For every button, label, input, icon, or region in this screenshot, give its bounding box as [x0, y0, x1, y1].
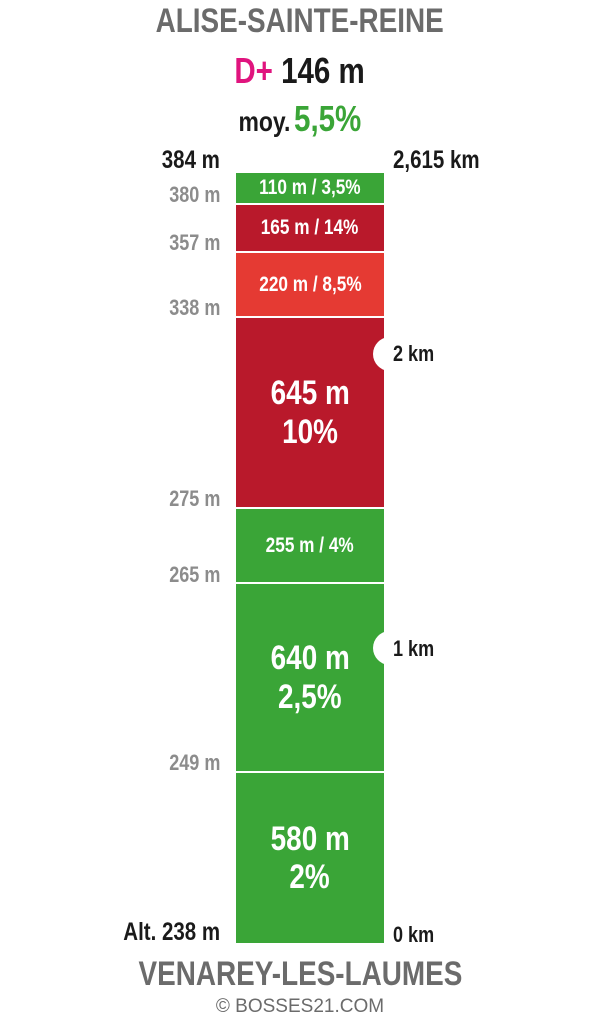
avg-value: 5,5% [294, 98, 362, 139]
altitude-265: 265 m [168, 562, 220, 587]
altitude-top: 384 m [161, 146, 220, 174]
avg-label: moy. [238, 106, 291, 137]
segment-divider [236, 771, 384, 773]
altitude-bottom: Alt. 238 m [123, 918, 220, 946]
segment-divider [236, 251, 384, 253]
km-notch-2 [373, 337, 397, 371]
altitude-275: 275 m [168, 486, 220, 511]
segment-4: 645 m 10% [236, 318, 384, 507]
copyright-credit: © BOSSES21.COM [215, 996, 385, 1017]
start-town-name: VENAREY-LES-LAUMES [138, 955, 462, 993]
km-notch-1 [373, 631, 397, 665]
distance-start: 0 km [393, 922, 435, 947]
distance-end: 2,615 km [393, 146, 480, 174]
segment-3: 220 m / 8,5% [236, 253, 384, 316]
altitude-338: 338 m [168, 295, 220, 320]
dplus-value: 146 m [281, 50, 366, 91]
segment-divider [236, 316, 384, 318]
altitude-380: 380 m [168, 182, 220, 207]
segment-divider [236, 582, 384, 584]
segment-divider [236, 203, 384, 205]
dplus-label: D+ [234, 50, 274, 91]
segment-divider [236, 507, 384, 509]
segment-5: 255 m / 4% [236, 509, 384, 582]
distance-1km: 1 km [393, 636, 435, 661]
segment-7: 580 m 2% [236, 773, 384, 943]
elevation-gain: D+ 146 m [0, 50, 600, 92]
summit-name: ALISE-SAINTE-REINE [155, 2, 445, 40]
segment-2: 165 m / 14% [236, 205, 384, 251]
average-gradient: moy. 5,5% [0, 98, 600, 140]
distance-2km: 2 km [393, 341, 435, 366]
altitude-357: 357 m [168, 230, 220, 255]
altitude-249: 249 m [168, 750, 220, 775]
segment-1: 110 m / 3,5% [236, 173, 384, 203]
segment-6: 640 m 2,5% [236, 584, 384, 771]
